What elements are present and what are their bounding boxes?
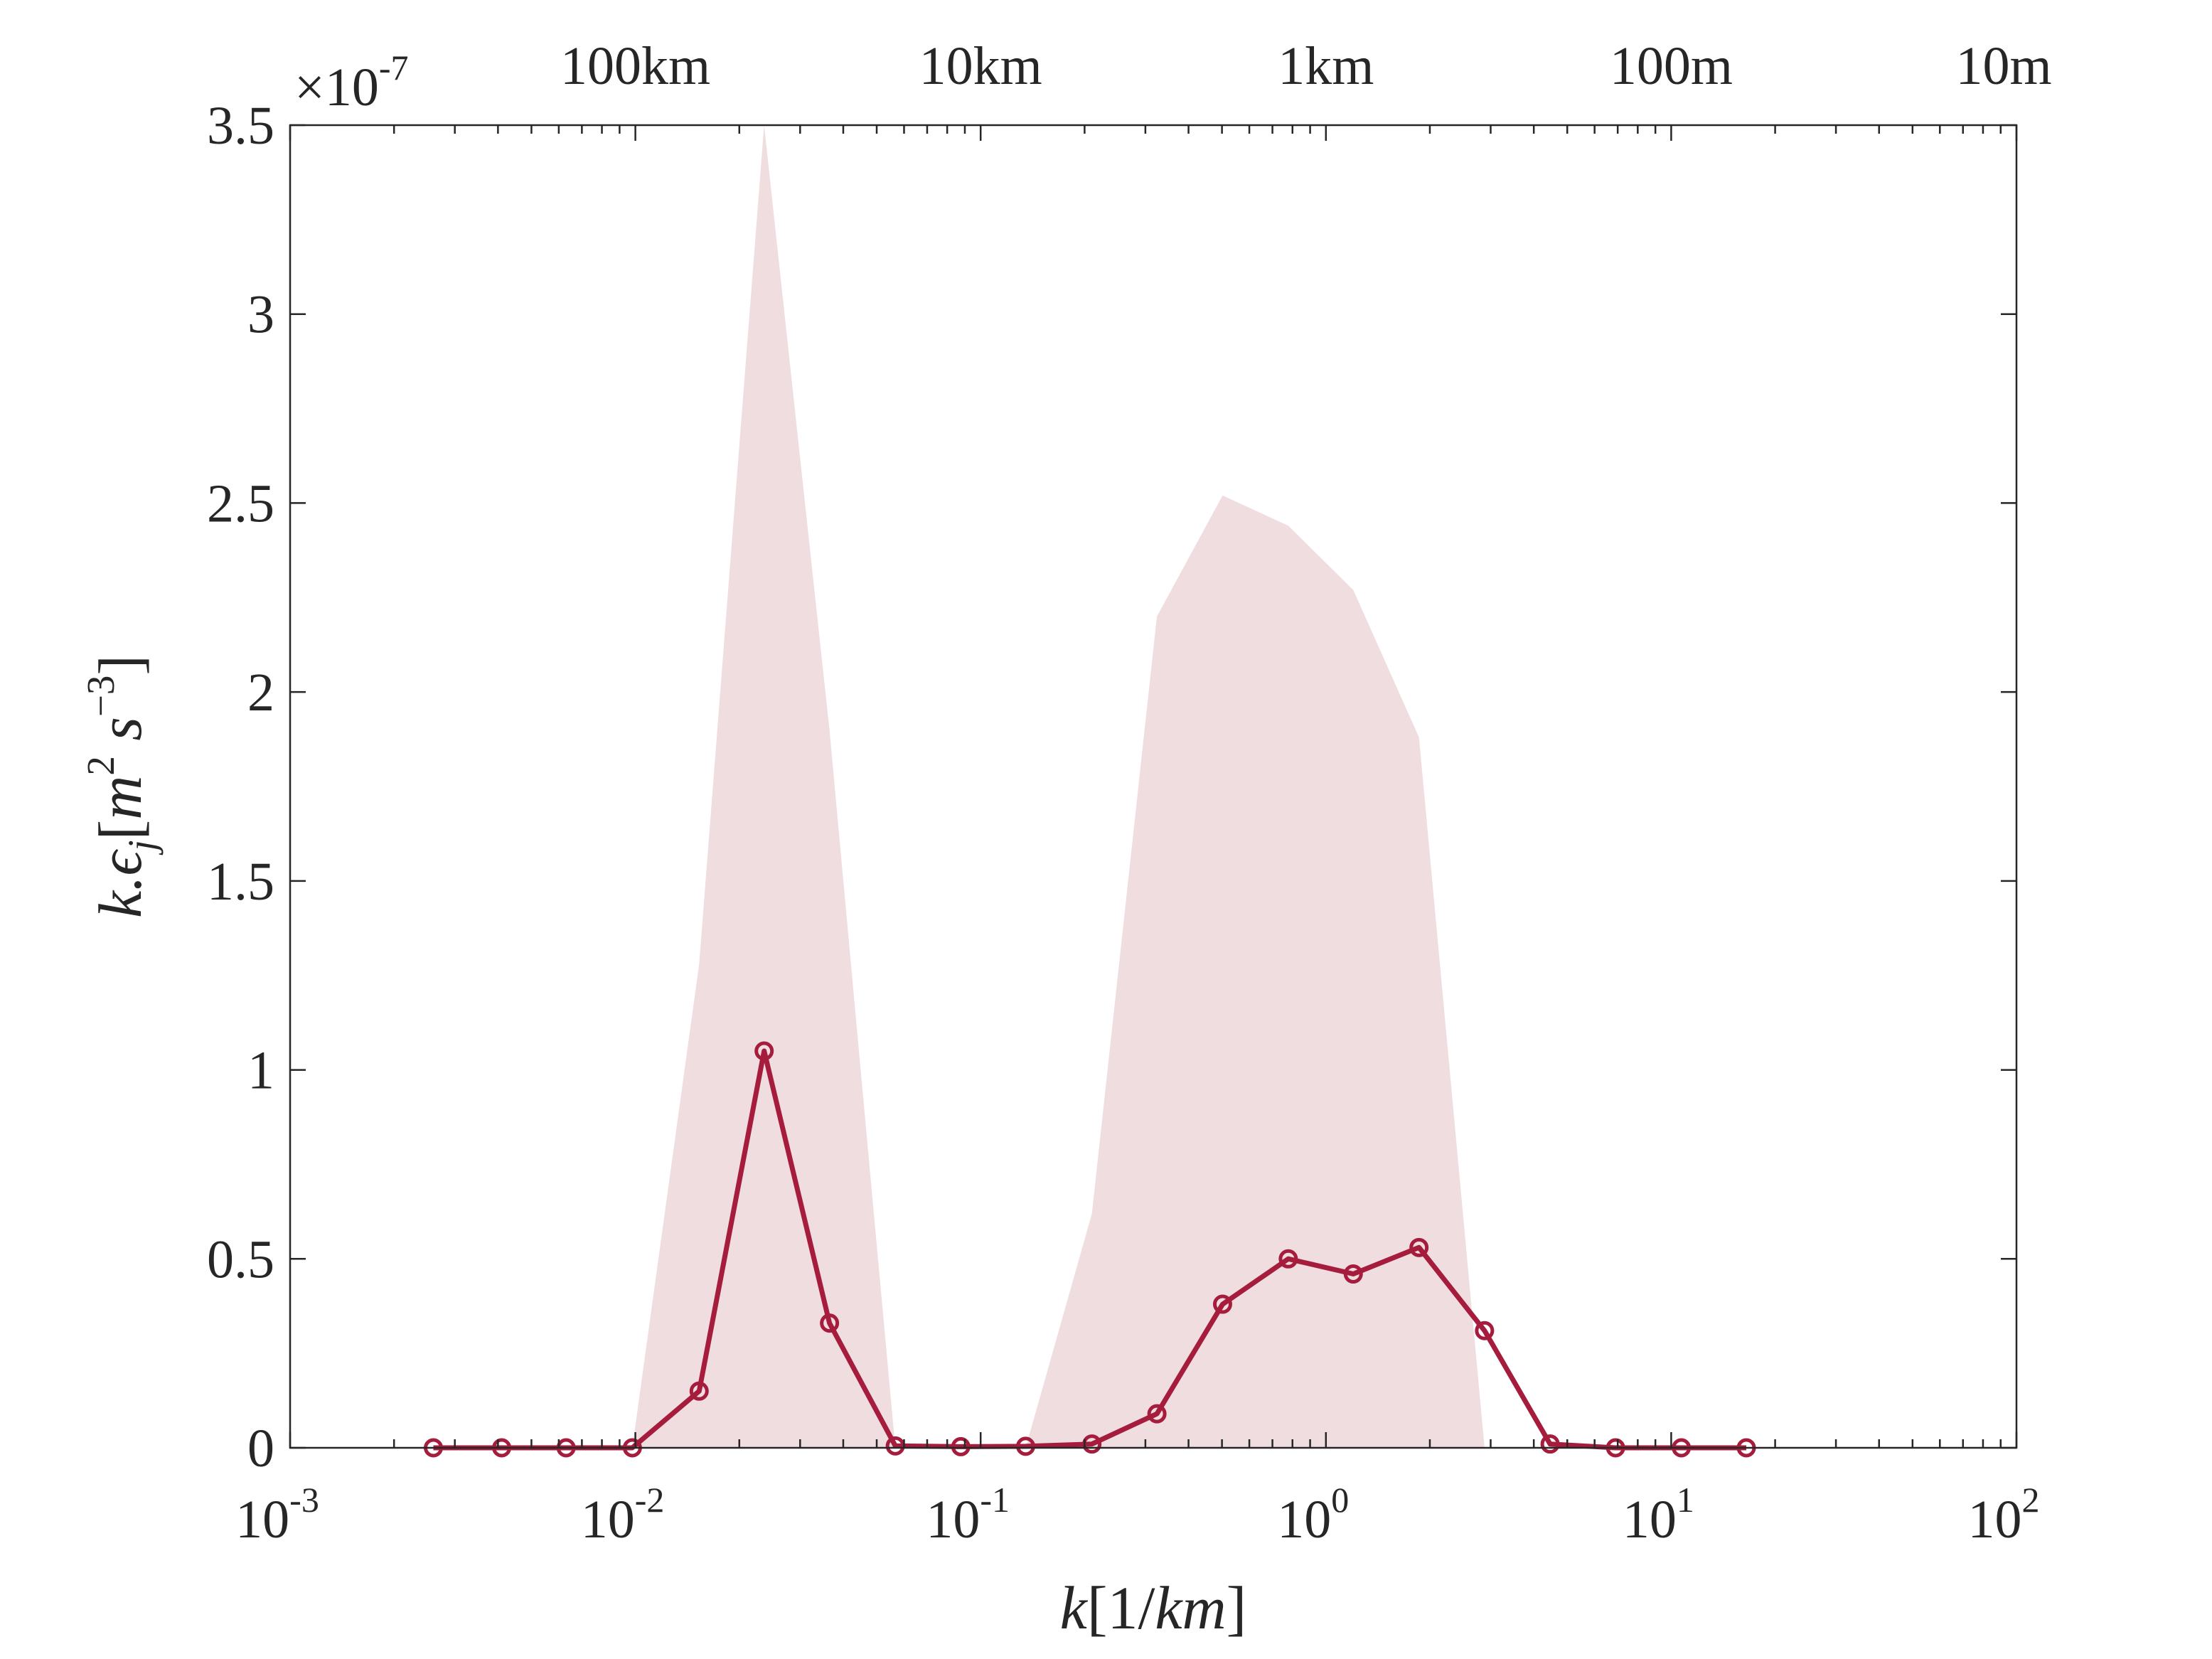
labels-layer: 00.511.522.533.510-3 10-2 10-1 100 101 102100… [79,36,2052,1642]
data-point [820,1313,840,1333]
y-axis-title-part: −3 [79,676,122,718]
y-axis-title-part: k.ϵ [86,848,154,918]
data-point [689,1381,709,1401]
x-tick-label: 10-3 [235,1480,319,1549]
y-multiplier: ×10-7 [294,48,409,117]
series-line [433,1048,1746,1451]
y-multiplier-base: ×10 [294,58,379,117]
x-tick-label-exponent: -3 [289,1480,319,1520]
x-tick-label-exponent: -1 [980,1480,1010,1520]
data-point [951,1436,971,1456]
x-axis-title: k[1/km] [1060,1574,1247,1642]
data-point [1147,1404,1167,1424]
y-axis-title-part: [ [86,820,154,841]
x-tick-label-base: 10 [1968,1490,2022,1549]
x-tick-label-exponent: -2 [635,1480,665,1520]
y-axis-title-part: 2 [79,756,122,776]
x-tick-label: 101 [1623,1480,1694,1549]
x-tick-label-base: 10 [581,1490,635,1549]
y-axis-title-part: j [120,840,164,855]
y-tick-label: 1.5 [207,852,274,912]
x-tick-label: 102 [1968,1480,2040,1549]
y-tick-label: 3 [247,285,274,345]
top-axis-label: 100m [1610,36,1733,96]
series-line-layer [424,1041,1756,1458]
data-point [885,1436,905,1456]
confidence-band [632,125,1551,1448]
x-tick-label-exponent: 0 [1331,1480,1349,1520]
y-axis-title-part: s [86,717,154,740]
x-tick-label-base: 10 [1623,1490,1677,1549]
y-axis-title-part [86,741,154,757]
data-point [1475,1321,1495,1340]
y-tick-label: 3.5 [207,96,274,156]
x-tick-label: 10-1 [926,1480,1010,1549]
x-tick-label: 10-2 [581,1480,665,1549]
top-axis-label: 1km [1278,36,1374,96]
x-axis-title-part: [1/ [1087,1574,1155,1642]
y-tick-label: 0 [247,1419,274,1478]
data-point [1540,1434,1560,1454]
y-axis-title-part: ] [86,655,154,676]
top-axis-label: 10km [919,36,1042,96]
x-tick-label-exponent: 1 [1677,1480,1694,1520]
top-axis-label: 10m [1955,36,2051,96]
data-point [754,1041,774,1061]
x-tick-label-base: 10 [926,1490,980,1549]
data-point [1015,1436,1035,1456]
y-tick-label: 2 [247,663,274,722]
x-tick-label-exponent: 2 [2022,1480,2040,1520]
x-axis-title-part: k [1060,1574,1089,1642]
x-axis-title-part: ] [1227,1574,1247,1642]
y-axis-title-part: m [86,776,154,820]
x-axis-title-part: km [1155,1574,1226,1642]
y-tick-label: 0.5 [207,1229,274,1289]
y-multiplier-exponent: -7 [379,48,409,87]
data-point [1409,1237,1429,1257]
y-axis-title: k.ϵj[m2 s−3] [79,655,164,918]
x-tick-label-base: 10 [1277,1490,1331,1549]
y-tick-label: 1 [247,1041,274,1101]
x-tick-label: 100 [1277,1480,1349,1549]
x-tick-label-base: 10 [235,1490,289,1549]
plot-frame [289,124,2018,1449]
data-point [1212,1294,1232,1314]
data-point [1343,1264,1363,1284]
confidence-band-layer [632,125,1551,1448]
top-axis-label: 100km [560,36,710,96]
y-tick-label: 2.5 [207,474,274,533]
data-point [1278,1249,1298,1269]
axes-layer [289,124,2018,1449]
